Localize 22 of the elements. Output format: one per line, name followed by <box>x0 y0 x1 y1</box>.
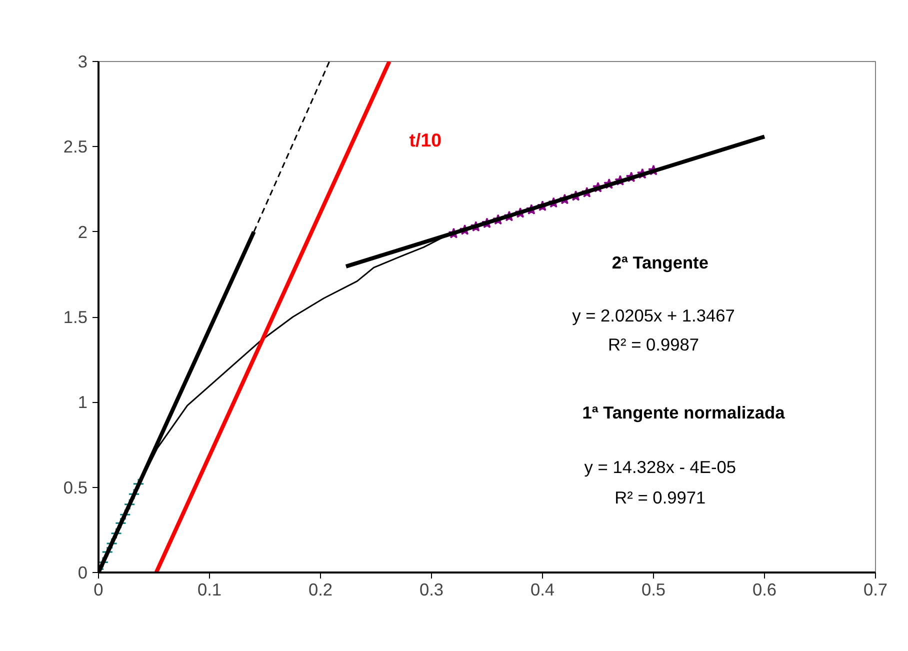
y-tick-label: 2 <box>78 222 88 242</box>
x-tick-label: 0.1 <box>197 580 222 600</box>
y-tick-label: 2.5 <box>63 136 88 157</box>
y-tick-label: 1.5 <box>63 307 88 327</box>
annotation: 1ª Tangente normalizada <box>582 402 786 422</box>
x-tick-label: 0.6 <box>752 580 777 600</box>
annotation: R² = 0.9971 <box>614 488 706 508</box>
annotation: y = 14.328x - 4E-05 <box>584 456 736 477</box>
x-tick-label: 0.3 <box>419 580 444 600</box>
x-tick-label: 0.7 <box>863 580 888 600</box>
annotation: t/10 <box>409 129 442 150</box>
y-tick-label: 0 <box>78 562 88 582</box>
annotation: R² = 0.9987 <box>608 334 700 354</box>
x-tick-label: 0 <box>94 580 104 600</box>
x-tick-label: 0.2 <box>308 580 333 600</box>
y-tick-label: 0.5 <box>63 477 88 498</box>
annotation: y = 2.0205x + 1.3467 <box>572 305 735 326</box>
y-tick-label: 3 <box>78 52 88 72</box>
x-tick-label: 0.4 <box>530 580 555 600</box>
annotation: 2ª Tangente <box>612 252 709 272</box>
x-tick-label: 0.5 <box>641 580 666 600</box>
y-tick-label: 1 <box>78 392 88 412</box>
